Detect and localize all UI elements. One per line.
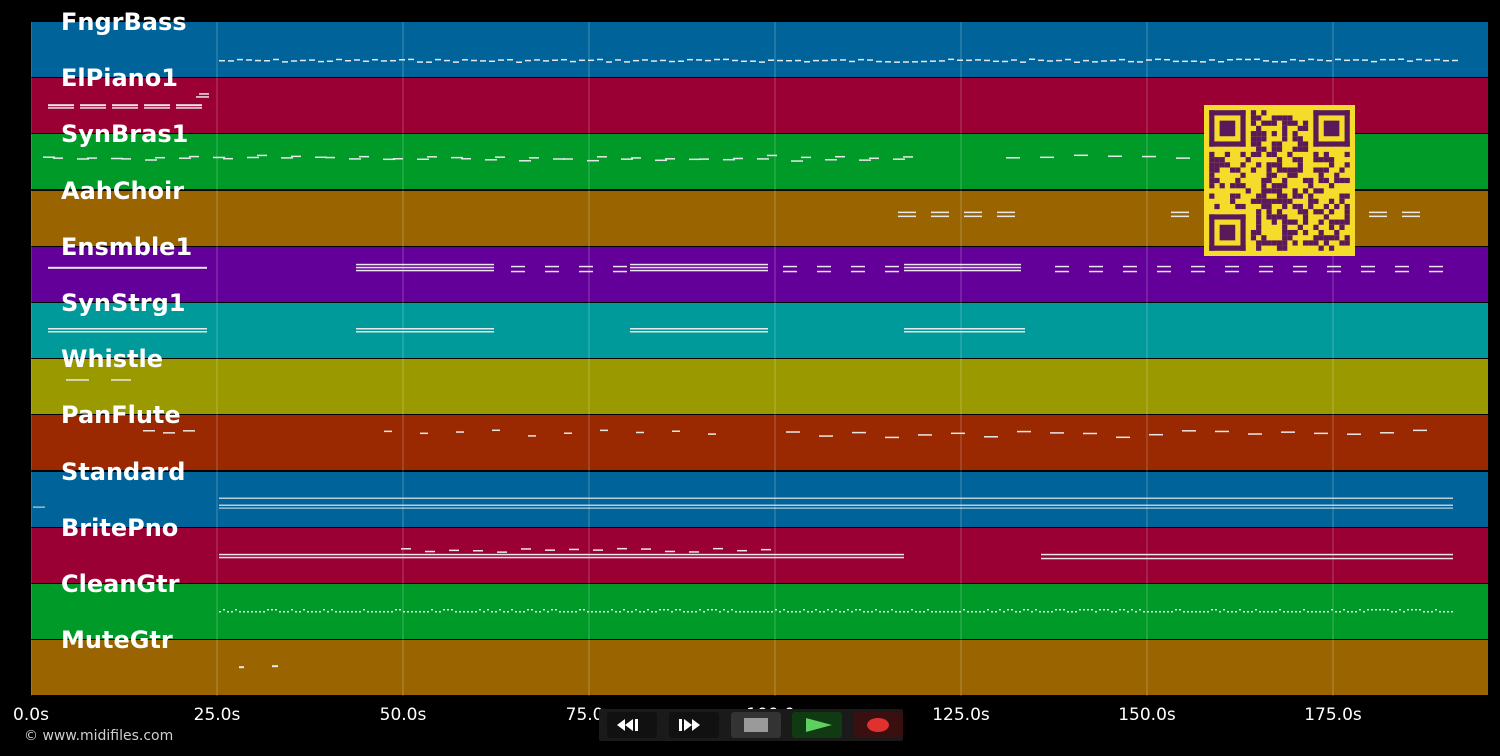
track-lane[interactable]: CleanGtr	[31, 570, 1488, 639]
track-name: Ensmble1	[61, 232, 193, 261]
stop-icon	[744, 718, 768, 732]
transport-controls	[599, 709, 903, 741]
tick-label: 0.0s	[13, 705, 49, 725]
tick-label: 25.0s	[193, 705, 241, 725]
track-name: CleanGtr	[61, 570, 180, 598]
fast-forward-icon	[679, 719, 700, 731]
fast-forward-button[interactable]	[669, 712, 719, 738]
track-name: FngrBass	[61, 8, 187, 36]
track-name: ElPiano1	[61, 64, 178, 93]
play-button[interactable]	[792, 712, 842, 738]
rewind-button[interactable]	[607, 712, 657, 738]
track-name: Standard	[61, 457, 186, 486]
track-name: PanFlute	[61, 401, 181, 430]
tick-label: 50.0s	[379, 705, 427, 725]
track-lane[interactable]: BritePno	[31, 514, 1488, 583]
track-lanes: FngrBass ElPiano1 SynBras1 AahChoir Ensmble1…	[31, 8, 1488, 696]
track-name: AahChoir	[61, 176, 185, 205]
track-lane[interactable]: PanFlute	[31, 401, 1488, 471]
record-icon	[867, 718, 889, 732]
copyright-text: © www.midifiles.com	[24, 728, 174, 744]
track-name: SynBras1	[61, 120, 189, 149]
track-lane[interactable]: SynStrg1	[31, 289, 1488, 358]
track-name: Whistle	[61, 345, 164, 374]
play-icon	[806, 718, 832, 732]
track-lane[interactable]: FngrBass	[31, 8, 1488, 77]
track-lane[interactable]: Whistle	[31, 345, 1488, 415]
track-lane[interactable]: Standard	[31, 458, 1488, 527]
tick-label: 125.0s	[932, 705, 990, 725]
track-name: SynStrg1	[61, 289, 186, 317]
rewind-icon	[617, 719, 638, 731]
tick-label: 175.0s	[1304, 705, 1362, 725]
record-button[interactable]	[853, 712, 903, 738]
stop-button[interactable]	[731, 712, 781, 738]
tick-label: 150.0s	[1118, 705, 1176, 725]
track-lane[interactable]: MuteGtr	[31, 626, 1488, 696]
track-name: BritePno	[61, 513, 179, 542]
track-name: MuteGtr	[61, 626, 173, 655]
qr-code-icon	[1204, 105, 1355, 256]
